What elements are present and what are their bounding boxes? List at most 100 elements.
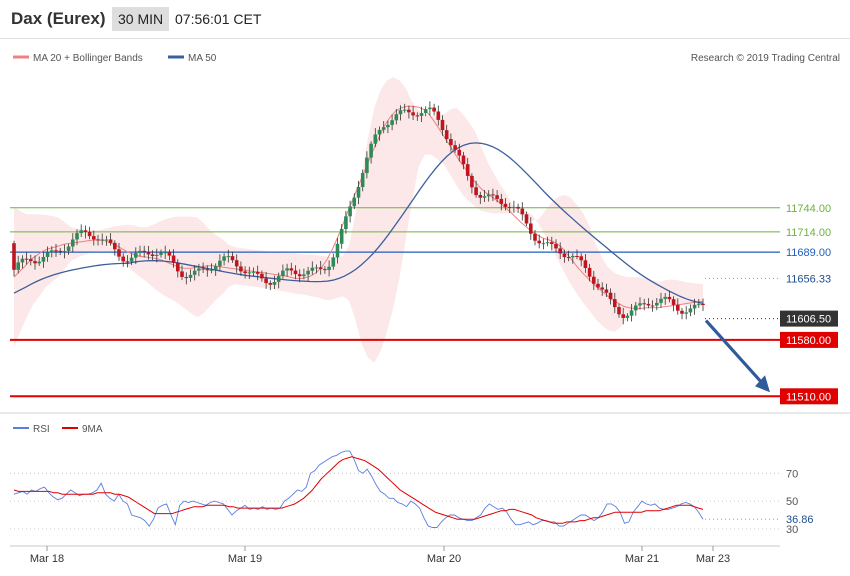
candle-body (155, 254, 159, 256)
candle-body (205, 269, 210, 271)
candle-body (104, 239, 109, 241)
candle-body (87, 232, 92, 237)
candle-body (171, 255, 176, 263)
candle-body (62, 251, 67, 253)
candle-body (37, 261, 41, 264)
candle-body (507, 207, 512, 208)
rsi-tick-70: 70 (786, 468, 798, 480)
x-label-3: Mar 21 (625, 553, 659, 565)
candle-body (407, 109, 411, 113)
copyright-text: Research © 2019 Trading Central (691, 53, 840, 64)
candle-body (642, 303, 646, 305)
candle-body (255, 271, 260, 274)
candle-body (470, 175, 474, 188)
time-axis: Mar 18 Mar 19 Mar 20 Mar 21 Mar 23 (10, 545, 780, 565)
candle-body (478, 195, 483, 198)
candle-body (222, 256, 226, 261)
candle-body (243, 271, 247, 274)
x-label-0: Mar 18 (30, 553, 64, 565)
candle-body (436, 111, 441, 120)
candle-body (634, 305, 638, 311)
candle-body (390, 120, 394, 125)
candle-body (188, 274, 193, 278)
candle-body (113, 242, 117, 250)
candle-body (192, 270, 197, 275)
candle-body (264, 278, 268, 284)
candle-body (419, 113, 424, 116)
x-label-1: Mar 19 (228, 553, 262, 565)
candle-body (629, 310, 634, 316)
rsi-legend-label: RSI (33, 424, 50, 435)
candle-body (608, 292, 613, 300)
level-badge-6 (780, 388, 838, 405)
candle-body (272, 282, 277, 285)
level-label-6: 11510.00 (786, 391, 831, 403)
candle-body (428, 107, 432, 110)
candle-body (663, 296, 667, 299)
clock-time: 07:56:01 CET (175, 11, 262, 27)
candle-body (226, 256, 231, 258)
candle-body (335, 243, 340, 258)
candle-body (411, 112, 415, 116)
candle-body (659, 298, 663, 303)
level-badge-5 (780, 331, 838, 348)
candle-body (108, 239, 113, 243)
candle-body (125, 261, 130, 263)
level-label-1: 11714.00 (786, 227, 831, 239)
candle-body (356, 187, 361, 198)
candle-body (176, 262, 180, 272)
candle-body (684, 312, 688, 314)
candle-body (701, 303, 705, 305)
candle-body (142, 250, 146, 252)
candle-body (201, 268, 205, 270)
level-label-4: 11606.50 (786, 314, 831, 326)
candle-body (293, 270, 298, 275)
price-chart: 11744.00 11714.00 11689.00 11656.33 11606.50… (0, 53, 850, 565)
candle-body (545, 242, 550, 244)
candle-body (596, 283, 600, 288)
candlesticks (12, 101, 705, 325)
candle-body (402, 109, 407, 111)
candle-body (352, 197, 357, 207)
candle-body (251, 271, 256, 273)
candle-body (33, 261, 37, 264)
candle-body (348, 206, 352, 217)
candle-body (688, 308, 693, 313)
candle-body (423, 109, 428, 114)
candle-body (516, 206, 520, 209)
level-badge-4 (780, 310, 838, 327)
candle-body (529, 223, 533, 234)
candle-body (512, 206, 516, 208)
rsi-last-value: 36.86 (786, 514, 814, 526)
level-label-5: 11580.00 (786, 335, 831, 347)
candle-body (281, 270, 285, 277)
timeframe-badge[interactable]: 30 MIN (112, 7, 170, 31)
candle-body (482, 196, 487, 198)
candle-body (638, 303, 642, 306)
candle-body (465, 164, 470, 176)
candle-body (453, 145, 457, 150)
candle-body (499, 198, 504, 204)
candle-body (571, 256, 575, 258)
candle-body (71, 239, 75, 247)
candle-body (239, 266, 243, 272)
candle-body (197, 268, 201, 271)
candle-body (369, 143, 373, 158)
bollinger-bands (14, 77, 703, 363)
candle-body (289, 268, 294, 271)
candle-body (625, 315, 630, 318)
candle-body (444, 130, 449, 140)
bollinger-legend-label: MA 20 + Bollinger Bands (33, 53, 143, 64)
candle-body (180, 271, 184, 277)
candle-body (503, 203, 508, 207)
candle-body (92, 236, 96, 240)
candle-body (575, 256, 579, 257)
candle-body (268, 283, 273, 285)
level-label-3: 11656.33 (786, 273, 831, 285)
candle-body (600, 287, 604, 290)
candle-body (331, 257, 336, 267)
candle-body (440, 119, 445, 131)
x-label-2: Mar 20 (427, 553, 461, 565)
candle-body (474, 187, 478, 196)
candle-body (457, 149, 462, 156)
